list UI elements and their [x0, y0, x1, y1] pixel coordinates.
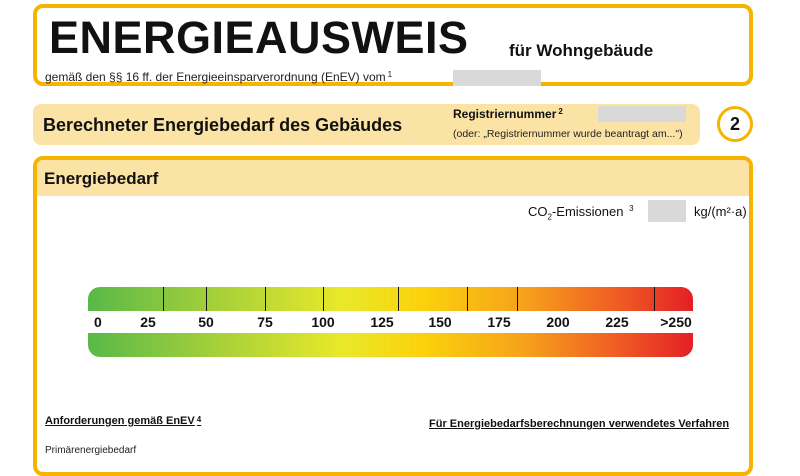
co2-emissions-field[interactable] [648, 200, 686, 222]
scale-tick [654, 287, 655, 311]
energy-scale: 0 25 50 75 100 125 150 175 200 225 >250 [88, 287, 693, 357]
registration-number-field[interactable] [598, 106, 686, 122]
requirements-footnote: 4 [196, 415, 202, 424]
scale-label: 100 [311, 314, 335, 330]
calculation-method-title: Für Energiebedarfsberechnungen verwendet… [429, 418, 730, 430]
registration-label: Registriernummer 2 [453, 107, 563, 121]
scale-label: 50 [198, 314, 214, 330]
energy-scale-bar-bottom [88, 333, 693, 357]
scale-label: 0 [94, 314, 102, 330]
scale-label: 150 [428, 314, 452, 330]
scale-label: >250 [660, 314, 692, 330]
scale-tick [265, 287, 266, 311]
energy-demand-panel: Energiebedarf CO2-Emissionen 3 kg/(m²·a)… [33, 156, 753, 476]
legal-note-footnote: 1 [387, 70, 393, 79]
energy-demand-header: Energiebedarf [37, 160, 749, 196]
registration-footnote: 2 [558, 107, 563, 116]
section-banner: Berechneter Energiebedarf des Gebäudes R… [33, 104, 700, 145]
certificate-title: ENERGIEAUSWEIS [49, 12, 469, 63]
scale-tick [398, 287, 399, 311]
scale-label: 175 [487, 314, 511, 330]
certificate-header: ENERGIEAUSWEIS für Wohngebäude gemäß den… [33, 4, 753, 86]
scale-label: 125 [370, 314, 394, 330]
energy-scale-bar-top [88, 287, 693, 311]
scale-tick [323, 287, 324, 311]
co2-prefix: CO [528, 204, 548, 219]
scale-tick [206, 287, 207, 311]
co2-unit: kg/(m²·a) [694, 204, 747, 219]
energy-demand-title: Energiebedarf [44, 169, 159, 188]
date-field[interactable] [453, 70, 541, 86]
scale-label: 200 [546, 314, 570, 330]
scale-label: 25 [140, 314, 156, 330]
co2-suffix: -Emissionen [551, 204, 624, 219]
requirements-title-text: Anforderungen gemäß EnEV [45, 415, 195, 427]
scale-tick [467, 287, 468, 311]
scale-tick [517, 287, 518, 311]
certificate-subtitle: für Wohngebäude [509, 41, 654, 60]
co2-emissions-label: CO2-Emissionen 3 [528, 204, 634, 222]
co2-subscript: 2 [547, 212, 552, 222]
section-title: Berechneter Energiebedarf des Gebäudes [43, 115, 403, 135]
registration-label-text: Registriernummer [453, 107, 557, 121]
scale-tick [163, 287, 164, 311]
co2-footnote: 3 [629, 204, 634, 213]
requirements-title: Anforderungen gemäß EnEV 4 [45, 415, 201, 427]
page-number-badge: 2 [717, 106, 753, 142]
scale-label: 225 [605, 314, 629, 330]
legal-note: gemäß den §§ 16 ff. der Energieeinsparve… [45, 70, 392, 84]
legal-note-text: gemäß den §§ 16 ff. der Energieeinsparve… [45, 70, 386, 84]
scale-label: 75 [257, 314, 273, 330]
primary-energy-label: Primärenergiebedarf [45, 445, 137, 456]
registration-note: (oder: „Registriernummer wurde beantragt… [453, 128, 683, 140]
